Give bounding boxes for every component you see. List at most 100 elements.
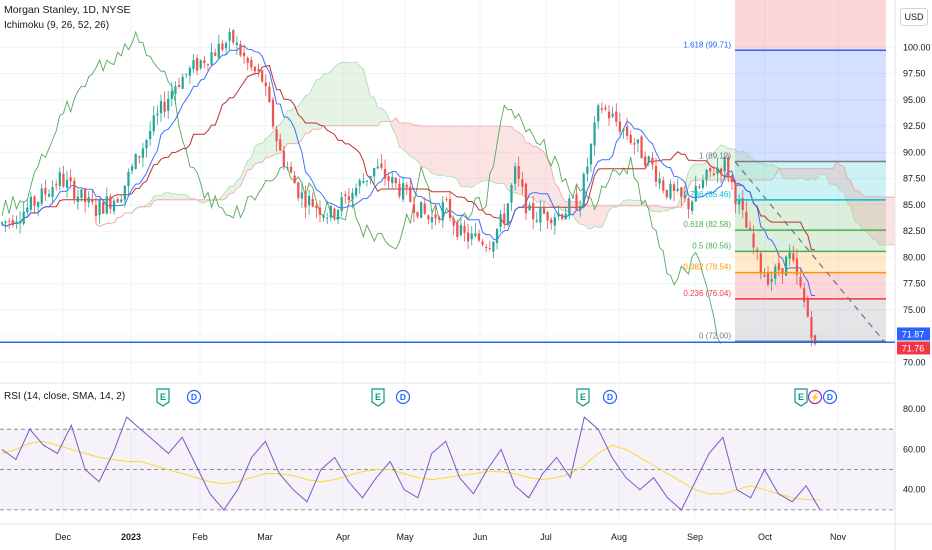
cloud-segment — [146, 202, 151, 207]
candle — [651, 151, 654, 170]
dividend-badge — [822, 389, 838, 405]
leading-span-a — [95, 61, 895, 247]
candle — [47, 189, 51, 198]
cloud-segment — [298, 101, 302, 144]
fibonacci-levels[interactable]: 1.618 (99.71) 1 (89.12) 0.786 (85.46) 0.618… — [683, 40, 886, 342]
candle — [694, 175, 697, 202]
price-tick-label: 100.00 — [903, 42, 931, 52]
candle-body — [560, 214, 564, 219]
candle-body — [188, 67, 192, 76]
candle-body — [423, 203, 426, 214]
candle — [564, 207, 567, 220]
candle-body — [174, 86, 177, 94]
candle-body — [329, 206, 332, 218]
candle-body — [611, 113, 614, 117]
cloud-segment — [319, 73, 324, 130]
candle — [358, 178, 361, 194]
time-tick-label: Jul — [540, 532, 552, 542]
cloud-segment — [684, 171, 689, 201]
trend-line[interactable] — [734, 161, 885, 342]
dividend-marker[interactable]: D — [822, 389, 838, 405]
cloud-segment — [876, 196, 881, 246]
candle — [676, 179, 679, 193]
candle — [44, 179, 47, 202]
cloud-segment — [175, 193, 180, 200]
candle — [539, 199, 542, 232]
candle-body — [759, 253, 762, 274]
candle — [181, 73, 184, 90]
candle — [795, 248, 799, 285]
time-tick-label: Jun — [473, 532, 488, 542]
candle — [167, 90, 170, 119]
candle — [76, 189, 80, 210]
cloud-segment — [623, 199, 628, 206]
candle — [513, 162, 517, 191]
candle — [18, 211, 22, 234]
earnings-marker[interactable]: E — [156, 388, 170, 407]
earnings-marker[interactable]: E — [371, 388, 385, 407]
dividend-marker[interactable]: D — [186, 389, 202, 405]
cloud-segment — [695, 164, 700, 181]
candle — [622, 127, 625, 139]
candle — [242, 44, 246, 64]
candle-body — [495, 229, 499, 244]
price-axis[interactable]: 70.0072.5075.0077.5080.0082.5085.0087.50… — [903, 42, 931, 367]
rsi-legend[interactable]: RSI (14, close, SMA, 14, 2) — [4, 391, 126, 402]
ichimoku-legend[interactable]: Ichimoku (9, 26, 52, 26) — [4, 20, 110, 31]
cloud-segment — [540, 149, 544, 203]
candle — [300, 182, 304, 208]
dividend-marker[interactable]: D — [395, 389, 411, 405]
fib-level-label: 0.618 (82.58) — [683, 220, 731, 229]
rsi-axis[interactable]: 40.00 60.00 80.00 — [903, 404, 926, 495]
rsi-ma-line — [1, 440, 820, 501]
candle-body — [792, 253, 795, 261]
candle-body — [214, 52, 217, 56]
price-tick-label: 95.00 — [903, 95, 926, 105]
candle-body — [539, 207, 542, 223]
earnings-marker[interactable]: E — [794, 388, 808, 407]
event-markers[interactable]: E D E D E D E ⚡ D — [156, 388, 838, 407]
cloud-segment — [381, 108, 386, 122]
candle-body — [62, 173, 65, 187]
candle-body — [474, 233, 477, 237]
candle-body — [694, 185, 697, 202]
candle — [145, 138, 148, 158]
cloud-segment — [424, 125, 429, 170]
candle-body — [109, 196, 112, 209]
symbol-title[interactable]: Morgan Stanley, 1D, NYSE — [4, 4, 131, 16]
cloud-segment — [663, 207, 667, 211]
candle-body — [488, 248, 491, 249]
cloud-segment — [782, 168, 787, 179]
time-axis[interactable]: Dec 2023 Feb Mar Apr May Jun Jul Aug Sep Oct Nov — [55, 532, 847, 542]
currency-button[interactable]: USD — [900, 8, 928, 26]
candle-body — [235, 42, 238, 45]
cloud-segment — [627, 199, 631, 206]
candle — [311, 192, 314, 208]
cloud-segment — [417, 125, 422, 167]
candle — [112, 198, 116, 215]
cloud-segment — [656, 205, 660, 213]
candle-body — [311, 198, 314, 207]
dividend-letter: D — [400, 392, 406, 402]
cloud-segment — [890, 197, 895, 245]
candle — [369, 175, 372, 185]
candle-body — [300, 192, 304, 199]
candle — [141, 142, 145, 168]
dividend-marker[interactable]: D — [602, 389, 618, 405]
candle — [40, 183, 43, 207]
cloud-segment — [746, 152, 750, 181]
candle — [210, 42, 213, 66]
candle-body — [369, 176, 372, 180]
cloud-segment — [305, 94, 310, 134]
candle-body — [745, 211, 748, 228]
earnings-marker[interactable]: E — [576, 388, 590, 407]
cloud-segment — [789, 168, 794, 179]
split-marker[interactable]: ⚡ — [807, 389, 823, 405]
candle — [625, 117, 629, 141]
candle-body — [347, 196, 351, 201]
candle-body — [463, 226, 466, 233]
cloud-segment — [363, 68, 367, 126]
candle — [416, 211, 419, 219]
candle-body — [289, 166, 293, 173]
